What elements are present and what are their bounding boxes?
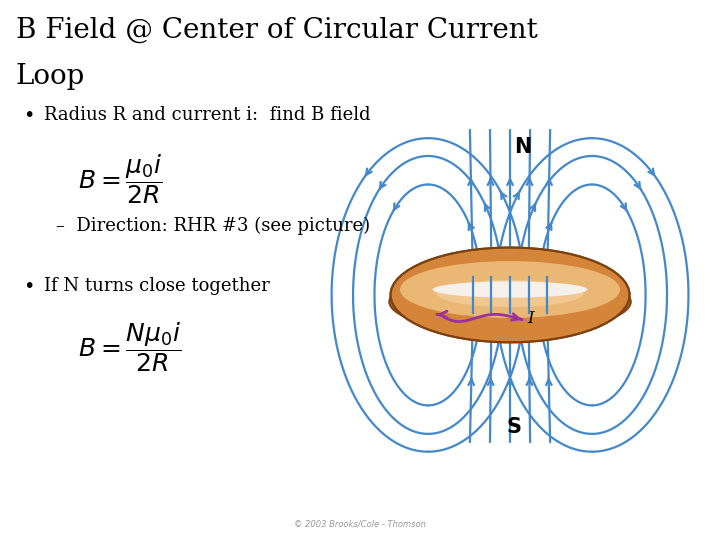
Text: N: N	[514, 137, 531, 157]
Text: Loop: Loop	[16, 63, 85, 90]
Text: S: S	[506, 417, 521, 437]
Ellipse shape	[390, 247, 629, 342]
Text: I: I	[527, 309, 534, 327]
Text: If N turns close together: If N turns close together	[44, 277, 270, 295]
Text: $B = \dfrac{N\mu_0 i}{2R}$: $B = \dfrac{N\mu_0 i}{2R}$	[78, 320, 181, 374]
Ellipse shape	[436, 280, 583, 307]
Ellipse shape	[400, 261, 620, 318]
Ellipse shape	[389, 271, 631, 333]
Text: –  Direction: RHR #3 (see picture): – Direction: RHR #3 (see picture)	[56, 217, 371, 235]
Text: •: •	[23, 106, 34, 125]
Ellipse shape	[433, 281, 588, 298]
Text: •: •	[23, 277, 34, 296]
Text: © 2003 Brooks/Cole - Thomson: © 2003 Brooks/Cole - Thomson	[294, 519, 426, 529]
Text: Radius R and current i:  find B field: Radius R and current i: find B field	[44, 106, 371, 124]
Text: B Field @ Center of Circular Current: B Field @ Center of Circular Current	[16, 17, 537, 44]
Text: $B = \dfrac{\mu_0 i}{2R}$: $B = \dfrac{\mu_0 i}{2R}$	[78, 152, 162, 206]
